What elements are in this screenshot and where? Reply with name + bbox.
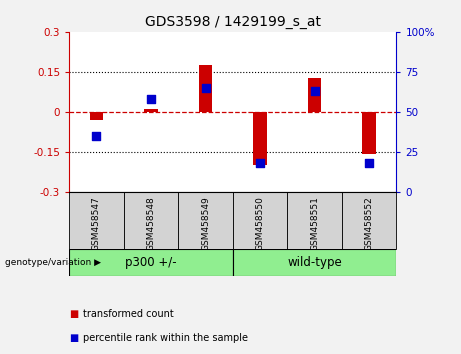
Title: GDS3598 / 1429199_s_at: GDS3598 / 1429199_s_at (145, 16, 321, 29)
Bar (124, 192, 178, 249)
Bar (342, 192, 396, 249)
Bar (253, 112, 267, 165)
Bar (69, 192, 124, 249)
Text: transformed count: transformed count (83, 309, 174, 319)
Bar (362, 112, 376, 154)
Bar (308, 79, 321, 112)
Bar (69, 249, 233, 276)
Bar (178, 192, 233, 249)
Point (366, 160, 373, 166)
Text: percentile rank within the sample: percentile rank within the sample (83, 333, 248, 343)
Text: p300 +/-: p300 +/- (125, 256, 177, 269)
Text: wild-type: wild-type (287, 256, 342, 269)
Point (311, 88, 318, 94)
Bar (287, 192, 342, 249)
Text: GSM458547: GSM458547 (92, 196, 101, 251)
Bar (233, 192, 287, 249)
Text: ■: ■ (69, 333, 78, 343)
Text: GSM458550: GSM458550 (255, 196, 265, 251)
Text: GSM458548: GSM458548 (147, 196, 155, 251)
Point (202, 85, 209, 91)
Point (256, 160, 264, 166)
Text: GSM458551: GSM458551 (310, 196, 319, 251)
Bar (233, 249, 396, 276)
Point (148, 96, 155, 102)
Text: GSM458549: GSM458549 (201, 196, 210, 251)
Text: GSM458552: GSM458552 (365, 196, 374, 251)
Bar (144, 109, 158, 112)
Point (93, 133, 100, 138)
Bar (89, 112, 103, 120)
Bar (199, 65, 213, 112)
Text: ■: ■ (69, 309, 78, 319)
Text: genotype/variation ▶: genotype/variation ▶ (5, 258, 100, 267)
